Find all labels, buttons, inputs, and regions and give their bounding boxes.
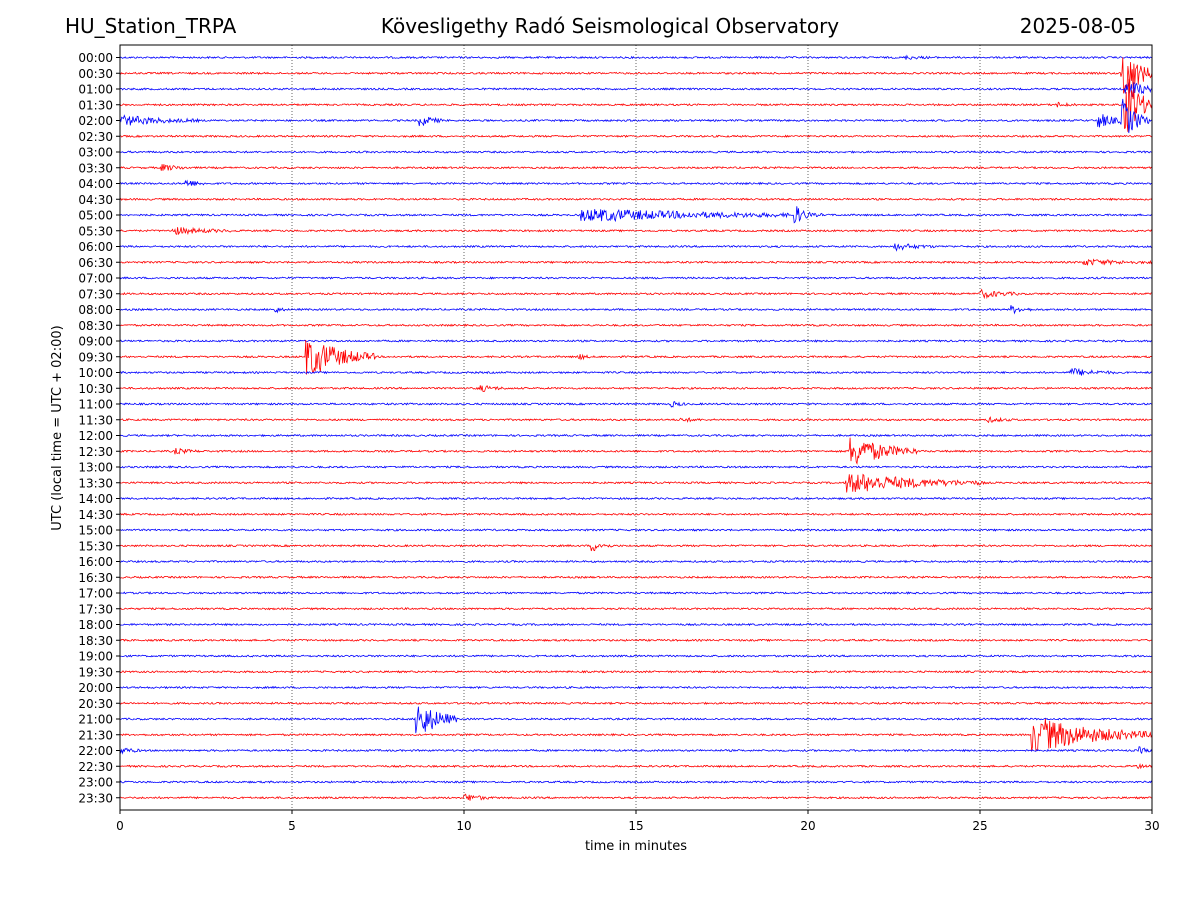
y-tick-label: 17:00: [78, 587, 113, 601]
y-tick-label: 12:00: [78, 429, 113, 443]
y-tick-label: 11:30: [78, 413, 113, 427]
trace-row-1930: [119, 670, 1153, 674]
y-tick-label: 06:30: [78, 256, 113, 270]
y-axis-label: UTC (local time = UTC + 02:00): [50, 325, 65, 530]
trace-row-1430: [119, 512, 1153, 516]
y-tick-label: 01:00: [78, 83, 113, 97]
y-tick-label: 01:30: [78, 98, 113, 112]
trace-row-1130: [119, 416, 1153, 424]
y-tick-label: 16:30: [78, 571, 113, 585]
trace-row-1730: [119, 607, 1153, 611]
y-tick-label: 04:00: [78, 177, 113, 191]
station-name: HU_Station_TRPA: [65, 14, 237, 38]
trace-row-1500: [119, 528, 1153, 532]
y-tick-label: 21:30: [78, 728, 113, 742]
y-tick-label: 08:30: [78, 319, 113, 333]
y-tick-label: 11:00: [78, 398, 113, 412]
y-tick-label: 02:30: [78, 130, 113, 144]
y-tick-label: 05:30: [78, 224, 113, 238]
trace-row-0100: [119, 82, 1153, 98]
trace-row-1030: [119, 385, 1153, 392]
y-tick-label: 18:30: [78, 634, 113, 648]
observatory-title: Kövesligethy Radó Seismological Observat…: [380, 14, 840, 38]
y-tick-label: 20:30: [78, 697, 113, 711]
seismic-traces: [119, 54, 1153, 801]
y-tick-label: 22:00: [78, 744, 113, 758]
y-tick-label: 05:00: [78, 209, 113, 223]
trace-row-2100: [119, 706, 1153, 734]
y-tick-label: 22:30: [78, 760, 113, 774]
y-tick-label: 19:30: [78, 665, 113, 679]
y-tick-label: 09:30: [78, 350, 113, 364]
y-tick-label: 03:30: [78, 161, 113, 175]
trace-row-2330: [119, 793, 1153, 801]
y-tick-label: 23:30: [78, 791, 113, 805]
trace-row-1100: [119, 401, 1153, 408]
y-tick-label: 07:30: [78, 287, 113, 301]
trace-row-1300: [119, 465, 1153, 469]
x-axis-ticks: 0 5 10 15 20 25 30: [116, 810, 1160, 833]
y-tick-label: 19:00: [78, 650, 113, 664]
y-tick-label: 15:30: [78, 539, 113, 553]
trace-row-0530: [119, 226, 1153, 236]
y-tick-label: 10:00: [78, 366, 113, 380]
y-tick-label: 06:00: [78, 240, 113, 254]
trace-row-1330: [119, 473, 1153, 493]
x-tick-label: 15: [628, 819, 643, 833]
y-tick-label: 00:00: [78, 51, 113, 65]
y-tick-label: 20:00: [78, 681, 113, 695]
trace-row-1530: [119, 543, 1153, 552]
x-tick-label: 10: [456, 819, 471, 833]
trace-row-0330: [119, 164, 1153, 171]
y-tick-label: 16:00: [78, 555, 113, 569]
trace-row-0830: [119, 323, 1153, 328]
trace-row-0700: [119, 276, 1153, 280]
trace-row-1900: [119, 654, 1153, 658]
y-tick-label: 10:30: [78, 382, 113, 396]
x-tick-label: 30: [1144, 819, 1159, 833]
trace-row-1600: [119, 559, 1153, 564]
y-tick-label: 12:30: [78, 445, 113, 459]
x-axis-label: time in minutes: [585, 839, 687, 854]
trace-row-0930: [119, 340, 1153, 375]
trace-row-0630: [119, 258, 1153, 266]
y-tick-label: 13:00: [78, 461, 113, 475]
y-tick-label: 17:30: [78, 602, 113, 616]
y-tick-label: 04:30: [78, 193, 113, 207]
x-tick-label: 25: [972, 819, 987, 833]
x-tick-label: 0: [116, 819, 124, 833]
y-tick-label: 14:00: [78, 492, 113, 506]
y-tick-label: 02:00: [78, 114, 113, 128]
y-tick-label: 23:00: [78, 776, 113, 790]
x-tick-label: 5: [288, 819, 296, 833]
y-tick-label: 07:00: [78, 272, 113, 286]
trace-row-0300: [119, 150, 1153, 154]
y-tick-label: 21:00: [78, 713, 113, 727]
x-tick-label: 20: [800, 819, 815, 833]
trace-row-0500: [119, 206, 1153, 224]
y-tick-label: 08:00: [78, 303, 113, 317]
y-tick-label: 18:00: [78, 618, 113, 632]
y-tick-label: 03:00: [78, 146, 113, 160]
trace-row-2300: [119, 780, 1153, 784]
record-date: 2025-08-05: [1019, 14, 1136, 38]
trace-row-1630: [119, 575, 1153, 579]
trace-row-0130: [119, 78, 1153, 132]
y-tick-label: 09:00: [78, 335, 113, 349]
y-tick-label: 13:30: [78, 476, 113, 490]
y-tick-label: 15:00: [78, 524, 113, 538]
y-tick-label: 00:30: [78, 67, 113, 81]
trace-row-1230: [119, 437, 1153, 465]
trace-row-0900: [119, 339, 1153, 343]
trace-row-0730: [119, 288, 1153, 300]
trace-row-1700: [119, 591, 1153, 595]
y-tick-label: 14:30: [78, 508, 113, 522]
vertical-gridlines: [291, 45, 981, 810]
